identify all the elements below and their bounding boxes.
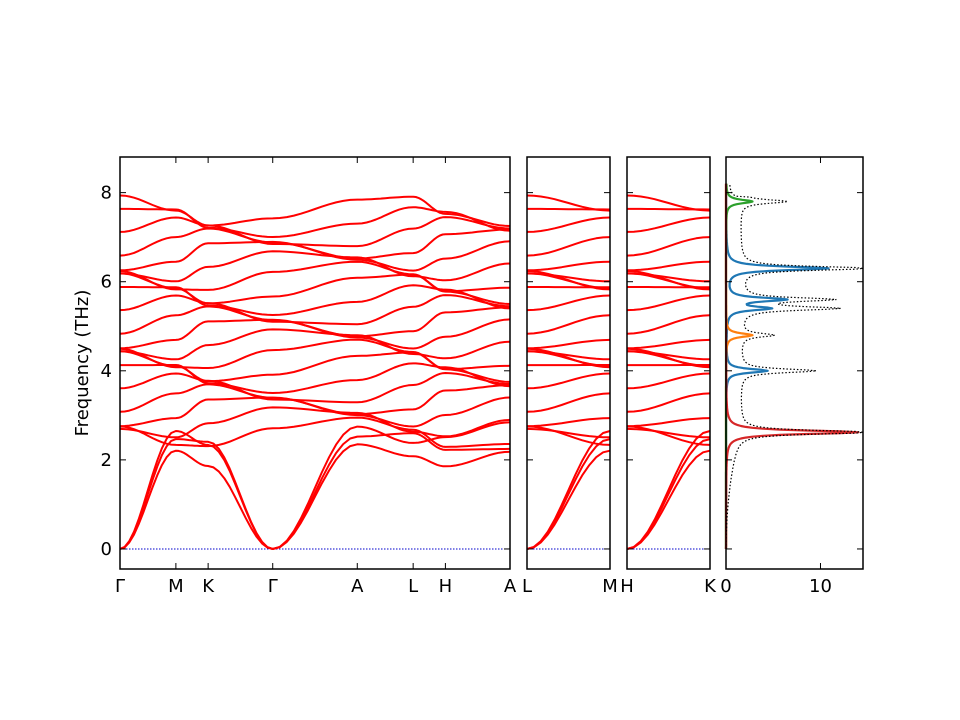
band-line <box>626 270 711 291</box>
band-line <box>119 328 511 361</box>
y-tick-label: 0 <box>101 539 112 560</box>
band-line <box>526 372 611 390</box>
band-line <box>626 449 711 550</box>
x-tick-label: H <box>439 576 453 597</box>
band-line <box>626 194 711 212</box>
band-line <box>119 372 511 404</box>
band-line <box>626 350 711 361</box>
x-tick-label: L <box>522 576 532 597</box>
dos-total-line <box>725 183 864 549</box>
band-line <box>526 438 611 550</box>
y-tick-label: 2 <box>101 450 112 471</box>
y-tick-label: 6 <box>101 272 112 293</box>
band-line <box>526 216 611 233</box>
band-line <box>526 314 611 335</box>
axes-frame <box>725 156 864 570</box>
x-tick-label: 10 <box>809 576 832 597</box>
band-line <box>526 347 611 369</box>
band-line <box>626 417 711 428</box>
band-line <box>119 305 511 338</box>
band-line <box>626 216 711 233</box>
band-line <box>526 449 611 550</box>
band-line <box>119 406 511 439</box>
x-tick-label: A <box>504 576 517 597</box>
band-line <box>526 272 611 283</box>
band-line <box>119 260 510 293</box>
band-line <box>526 260 611 272</box>
band-line <box>119 383 511 416</box>
band-line <box>526 270 611 291</box>
band-line <box>119 338 511 370</box>
band-line <box>526 350 611 361</box>
band-line <box>526 338 611 350</box>
band-line <box>626 427 711 439</box>
y-tick-label: 8 <box>101 183 112 204</box>
band-line <box>626 347 711 369</box>
band-line <box>626 438 711 550</box>
x-tick-label: A <box>351 576 364 597</box>
band-line <box>626 430 711 550</box>
band-line <box>119 294 511 326</box>
band-line <box>626 236 711 257</box>
x-tick-label: K <box>704 576 717 597</box>
band-line <box>626 425 711 446</box>
dos-series-line <box>724 183 860 550</box>
band-panel-main: 0 2 4 6 8 Γ M K Γ A L H A <box>101 156 517 597</box>
band-line <box>119 430 511 550</box>
band-line <box>526 427 611 439</box>
axes-frame <box>526 156 611 570</box>
x-tick-label: M <box>168 576 184 597</box>
band-line <box>526 236 611 257</box>
band-line <box>119 194 511 227</box>
band-line <box>626 338 711 350</box>
band-line <box>119 227 511 260</box>
x-tick-label: K <box>202 576 215 597</box>
x-tick-label: L <box>408 576 418 597</box>
band-line <box>119 416 510 448</box>
band-line <box>526 392 611 413</box>
band-line <box>626 392 711 413</box>
axes-frame <box>626 156 711 570</box>
band-line <box>119 421 511 550</box>
x-tick-label: 0 <box>720 576 731 597</box>
band-line <box>626 260 711 272</box>
band-line <box>119 216 511 248</box>
x-tick-label: H <box>620 576 634 597</box>
x-tick-label: Γ <box>268 576 278 597</box>
axes-frame <box>119 156 511 570</box>
x-tick-label: M <box>602 576 618 597</box>
band-line <box>526 417 611 428</box>
y-tick-label: 4 <box>101 361 112 382</box>
band-line <box>526 430 611 550</box>
band-line <box>626 294 711 312</box>
band-line <box>119 443 511 550</box>
band-line <box>526 425 611 446</box>
band-line <box>626 372 711 390</box>
band-line <box>626 272 711 283</box>
band-line <box>626 314 711 335</box>
x-tick-label: Γ <box>115 576 125 597</box>
dos-panel: 0 10 <box>720 156 864 597</box>
band-line <box>119 250 511 283</box>
band-line <box>526 294 611 312</box>
y-axis-label: Frequency (THz) <box>72 290 93 437</box>
band-line <box>526 194 611 212</box>
